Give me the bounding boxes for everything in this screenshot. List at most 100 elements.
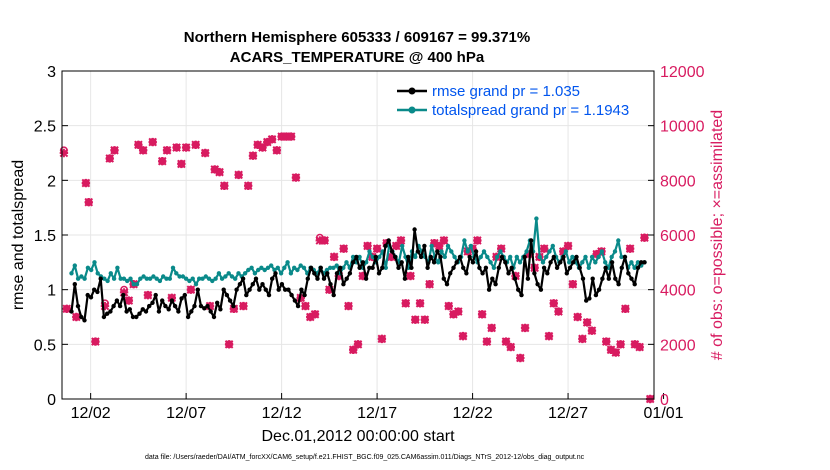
obs-assimilated-point: [143, 290, 153, 300]
obs-assimilated-point: [181, 143, 191, 152]
rmse-point: [386, 238, 391, 243]
totalspread-point: [517, 260, 523, 265]
totalspread-point: [157, 278, 163, 284]
rmse-point: [263, 287, 268, 292]
rmse-point: [147, 303, 152, 309]
totalspread-point: [452, 254, 457, 260]
rmse-point: [564, 271, 569, 276]
x-axis: 12/02 12/07 12/12 12/17 12/22 12/27 01/01: [71, 393, 684, 422]
totalspread-point: [400, 243, 405, 249]
rmse-point: [535, 282, 540, 287]
y-right-tick-label: 2000: [660, 337, 696, 354]
totalspread-point: [252, 271, 258, 276]
obs-assimilated-point: [215, 167, 224, 177]
obs-assimilated-point: [453, 307, 463, 316]
totalspread-point: [69, 271, 74, 276]
rmse-point: [499, 254, 505, 260]
rmse-point: [373, 254, 378, 260]
totalspread-point: [105, 278, 110, 284]
obs-assimilated-point: [72, 312, 81, 322]
obs-assimilated-point: [157, 156, 167, 166]
obs-assimilated-point: [148, 137, 158, 147]
totalspread-point: [206, 276, 212, 281]
obs-assimilated-point: [344, 301, 353, 311]
rmse-point: [69, 309, 74, 314]
totalspread-point: [498, 249, 503, 254]
rmse-point: [295, 303, 301, 309]
obs-assimilated-point: [406, 271, 415, 281]
rmse-point: [75, 303, 81, 309]
obs-assimilated-point: [458, 331, 468, 341]
legend-rmse-marker: [408, 87, 416, 95]
totalspread-point: [95, 271, 100, 276]
rmse-point: [176, 309, 181, 314]
totalspread-point: [272, 267, 277, 273]
obs-assimilated-point: [110, 145, 119, 155]
rmse-point: [354, 254, 359, 260]
obs-assimilated-point: [363, 241, 372, 251]
totalspread-point: [301, 265, 307, 270]
obs-assimilated-point: [105, 154, 115, 163]
rmse-point: [163, 303, 168, 309]
rmse-point: [525, 276, 531, 281]
obs-assimilated-point: [91, 337, 100, 346]
totalspread-point: [190, 276, 195, 281]
totalspread-point: [167, 276, 172, 281]
obs-assimilated-point: [229, 304, 239, 314]
x-tick-label: 01/01: [644, 405, 684, 422]
rmse-point: [380, 265, 385, 270]
obs-assimilated-point: [329, 252, 339, 262]
rmse-point: [172, 303, 178, 309]
obs-assimilated-point: [162, 145, 172, 155]
rmse-point: [328, 282, 333, 287]
rmse-point: [305, 276, 310, 281]
rmse-point: [490, 276, 495, 281]
obs-assimilated-point: [325, 285, 334, 294]
rmse-point: [367, 265, 372, 270]
obs-assimilated-point: [224, 340, 234, 349]
rmse-point: [529, 238, 534, 243]
rmse-point: [302, 292, 307, 298]
y-axis-left-label: rmse and totalspread: [10, 160, 27, 310]
obs-assimilated-point: [482, 337, 492, 346]
rmse-point: [160, 298, 165, 303]
obs-assimilated-point: [439, 236, 449, 245]
rmse-point: [480, 271, 485, 276]
obs-assimilated-point: [282, 132, 291, 141]
obs-assimilated-point: [84, 197, 94, 207]
rmse-point: [292, 298, 298, 303]
totalspread-point: [298, 263, 303, 268]
obs-assimilated-point: [277, 132, 286, 141]
obs-assimilated-point: [640, 233, 649, 243]
rmse-point: [629, 276, 634, 281]
totalspread-point: [485, 254, 490, 260]
obs-assimilated-point: [377, 334, 387, 344]
rmse-point: [532, 271, 537, 276]
rmse-point: [344, 276, 349, 281]
totalspread-point: [586, 265, 591, 270]
obs-assimilated-point: [611, 348, 621, 357]
totalspread-point: [534, 216, 539, 221]
rmse-point: [121, 292, 126, 298]
rmse-point: [626, 271, 631, 276]
totalspread-point: [89, 267, 94, 273]
obs-assimilated-point: [430, 238, 439, 248]
rmse-point: [224, 292, 230, 298]
obs-assimilated-point: [167, 293, 177, 303]
rmse-point: [312, 271, 317, 276]
y-left-tick-label: 2: [47, 173, 56, 190]
totalspread-point: [524, 249, 529, 254]
rmse-point: [619, 265, 624, 270]
obs-assimilated-point: [506, 342, 516, 352]
rmse-point: [205, 303, 210, 309]
totalspread-point: [233, 276, 238, 281]
y-right-tick-label: 10000: [660, 119, 705, 136]
rmse-point: [260, 282, 265, 287]
totalspread-point: [619, 254, 624, 260]
rmse-point: [202, 306, 207, 311]
obs-assimilated-point: [449, 309, 458, 319]
rmse-point: [402, 276, 408, 281]
totalspread-point: [632, 265, 637, 270]
totalspread-point: [462, 238, 467, 243]
totalspread-point: [383, 265, 388, 270]
